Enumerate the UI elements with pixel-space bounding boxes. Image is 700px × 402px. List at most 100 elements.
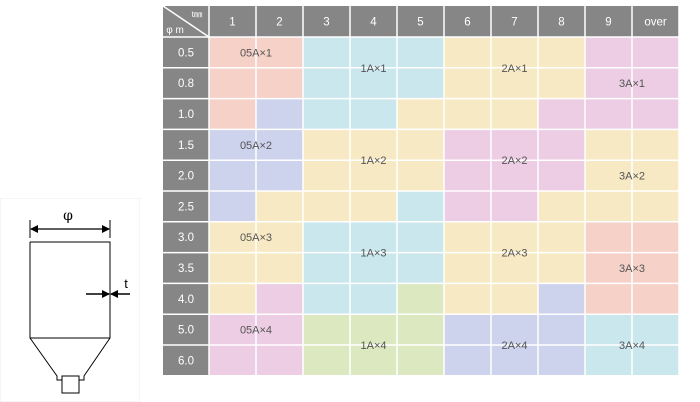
vessel-diagram: φ t [0, 198, 140, 402]
table-cell [397, 129, 444, 161]
table-corner: t㎜ φ m [163, 6, 210, 38]
row-header: 3.5 [178, 263, 194, 275]
table-cell [350, 252, 397, 284]
row-header: 0.8 [178, 78, 194, 90]
table-cell [303, 37, 350, 68]
table-cell [256, 221, 303, 253]
table-cell [632, 345, 679, 376]
table-cell [350, 98, 397, 130]
row-header: 4.0 [178, 294, 194, 306]
table-cell [350, 37, 397, 68]
table-cell [585, 252, 632, 284]
region-label: 05A×1 [240, 47, 272, 59]
table-cell [632, 160, 679, 191]
table-cell [303, 98, 350, 130]
table-cell [256, 345, 303, 376]
table-cell [585, 37, 632, 68]
table-cell [538, 67, 585, 99]
table-cell [585, 67, 632, 99]
table-cell [350, 129, 397, 161]
column-header: 4 [370, 17, 377, 29]
table-cell [632, 67, 679, 99]
region-label: 1A×4 [361, 340, 387, 352]
column-header: 3 [323, 17, 329, 29]
table-cell [538, 98, 585, 130]
table-cell [632, 129, 679, 161]
row-header: 5.0 [178, 325, 194, 337]
table-cell [256, 129, 303, 161]
table-cell [444, 129, 491, 161]
column-header: 7 [511, 17, 517, 29]
vessel-outlet [61, 375, 80, 394]
thickness-diameter-table: 1 2 3 4 5 6 7 8 9 over 0.5 0.8 1.0 1.5 2.0 2.5 3.0 3.5 4.0… [163, 6, 679, 376]
table-cell [444, 191, 491, 222]
table-cell [397, 98, 444, 130]
table-cell [491, 252, 538, 284]
table-cell [209, 221, 256, 253]
region-label: 1A×3 [361, 248, 387, 260]
table-cell [444, 345, 491, 376]
table-cells [209, 37, 679, 376]
table-cell [491, 283, 538, 315]
thickness-label: t [124, 276, 128, 291]
table-cell [444, 67, 491, 99]
row-header: 3.0 [178, 232, 194, 244]
table-cell [256, 160, 303, 191]
table-cell [491, 191, 538, 222]
row-header: 2.5 [178, 201, 194, 213]
table-cell [256, 191, 303, 222]
table-cell [256, 67, 303, 99]
table-cell [397, 191, 444, 222]
table-cell [303, 314, 350, 345]
table-cell [350, 67, 397, 99]
row-header: 6.0 [178, 355, 194, 367]
vessel-outline [29, 241, 111, 381]
table-cell [538, 252, 585, 284]
table-cell [632, 283, 679, 315]
table-cell [491, 37, 538, 68]
row-header: 2.0 [178, 171, 194, 183]
table-cell [585, 191, 632, 222]
table-cell [350, 283, 397, 315]
table-cell [491, 314, 538, 345]
table-cell [538, 37, 585, 68]
table-cell [303, 345, 350, 376]
row-header: 0.5 [178, 47, 194, 59]
table-cell [256, 283, 303, 315]
table-cell [303, 283, 350, 315]
table-cell [632, 221, 679, 253]
region-label: 1A×2 [361, 155, 387, 167]
column-header: over [644, 17, 667, 29]
table-cell [397, 314, 444, 345]
table-cell [538, 283, 585, 315]
table-cell [538, 129, 585, 161]
table-cell [444, 160, 491, 191]
table-cell [209, 191, 256, 222]
corner-bottom-label: φ m [166, 25, 184, 36]
region-label: 05A×2 [240, 140, 272, 152]
table-cell [397, 67, 444, 99]
table-cell [303, 160, 350, 191]
table-cell [397, 37, 444, 68]
row-header: 1.0 [178, 109, 194, 121]
table-cell [209, 314, 256, 345]
column-header: 5 [417, 17, 423, 29]
table-cell [632, 37, 679, 68]
table-cell [397, 345, 444, 376]
table-cell [303, 191, 350, 222]
table-cell [538, 160, 585, 191]
table-cell [585, 314, 632, 345]
table-cell [444, 283, 491, 315]
table-cell [350, 160, 397, 191]
diameter-label: φ [63, 208, 73, 224]
table-cell [538, 191, 585, 222]
table-labels: 05A×1 1A×1 2A×1 3A×1 05A×2 1A×2 2A×2 3A×2 05A×3 1… [240, 47, 645, 352]
table-cell [585, 160, 632, 191]
table-cell [538, 221, 585, 253]
table-cell [209, 252, 256, 284]
region-label: 05A×3 [240, 232, 272, 244]
table-cell [303, 221, 350, 253]
column-header: 1 [229, 17, 235, 29]
table-cell [397, 160, 444, 191]
column-header-bar [163, 6, 679, 37]
